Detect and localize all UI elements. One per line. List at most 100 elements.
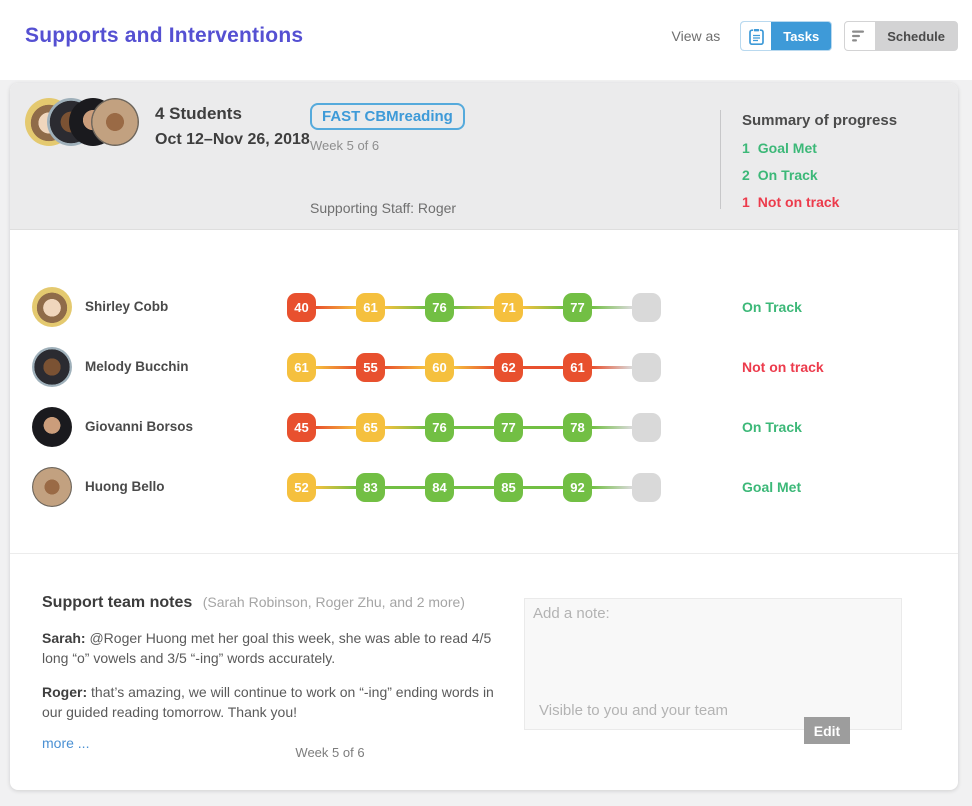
schedule-icon-box <box>845 22 876 50</box>
score-connector <box>385 426 425 429</box>
score-connector <box>523 426 563 429</box>
summary-count: 1 <box>742 194 750 210</box>
score-track: 40 61 76 71 77 <box>287 293 661 322</box>
summary-label: Goal Met <box>757 140 817 156</box>
student-avatar <box>32 347 72 387</box>
note-text: @Roger Huong met her goal this week, she… <box>42 630 492 667</box>
status-label: On Track <box>742 419 802 435</box>
score-track: 45 65 76 77 78 <box>287 413 661 442</box>
week-label-bottom: Week 5 of 6 <box>295 745 365 760</box>
summary-title: Summary of progress <box>742 112 898 129</box>
summary-label: On Track <box>757 167 818 183</box>
summary-divider <box>720 110 721 209</box>
note-composer: Visible to you and your team Edit <box>524 598 902 744</box>
notes-thread: Support team notes (Sarah Robinson, Roge… <box>42 594 500 753</box>
student-avatar-cluster <box>25 98 139 146</box>
date-range: Oct 12–Nov 26, 2018 <box>155 131 310 148</box>
notes-title: Support team notes <box>42 594 193 611</box>
score-chip[interactable]: 55 <box>356 353 385 382</box>
score-chip[interactable]: 71 <box>494 293 523 322</box>
intervention-card: 4 Students Oct 12–Nov 26, 2018 FAST CBMr… <box>10 83 958 790</box>
score-connector <box>316 306 356 309</box>
tasks-icon-box <box>741 22 772 50</box>
score-chip[interactable]: 61 <box>563 353 592 382</box>
note-author: Roger: <box>42 683 88 700</box>
top-bar: Supports and Interventions View as Tasks <box>0 0 972 80</box>
score-chip-empty <box>632 413 661 442</box>
note-author: Sarah: <box>42 630 86 646</box>
schedule-icon <box>852 30 865 42</box>
score-chip[interactable]: 61 <box>356 293 385 322</box>
student-name: Huong Bello <box>85 479 165 494</box>
score-connector <box>385 486 425 489</box>
week-label: Week 5 of 6 <box>310 138 380 153</box>
score-connector <box>454 306 494 309</box>
avatar <box>91 98 139 146</box>
students-count: 4 Students <box>155 104 242 123</box>
summary-item-goal-met: 1 Goal Met <box>742 140 897 156</box>
tasks-button[interactable]: Tasks <box>740 21 833 51</box>
score-chip-empty <box>632 473 661 502</box>
score-connector <box>385 366 425 369</box>
summary-count: 1 <box>742 140 750 156</box>
score-chip-empty <box>632 353 661 382</box>
support-team-notes-section: Support team notes (Sarah Robinson, Roge… <box>10 554 958 753</box>
score-connector <box>316 426 356 429</box>
score-chip[interactable]: 45 <box>287 413 316 442</box>
score-chip[interactable]: 85 <box>494 473 523 502</box>
student-name: Melody Bucchin <box>85 359 189 374</box>
status-label: Not on track <box>742 359 824 375</box>
score-connector <box>385 306 425 309</box>
score-chip[interactable]: 92 <box>563 473 592 502</box>
student-row: Melody Bucchin 61 55 60 62 61 Not on tra… <box>10 337 958 397</box>
score-track: 52 83 84 85 92 <box>287 473 661 502</box>
student-row: Shirley Cobb 40 61 76 71 77 On Track <box>10 277 958 337</box>
score-chip[interactable]: 52 <box>287 473 316 502</box>
tasks-button-label: Tasks <box>783 28 820 44</box>
summary-item-not-on-track: 1 Not on track <box>742 194 897 210</box>
score-chip[interactable]: 65 <box>356 413 385 442</box>
note-message: Sarah: @Roger Huong met her goal this we… <box>42 628 500 669</box>
edit-button[interactable]: Edit <box>804 717 850 744</box>
notes-header: Support team notes (Sarah Robinson, Roge… <box>42 594 500 612</box>
view-as-label: View as <box>671 28 721 44</box>
score-chip[interactable]: 40 <box>287 293 316 322</box>
note-input[interactable] <box>533 605 888 683</box>
note-composer-column: Visible to you and your team Edit <box>524 594 902 753</box>
page-title: Supports and Interventions <box>25 24 304 47</box>
schedule-button[interactable]: Schedule <box>844 21 958 51</box>
score-connector <box>454 486 494 489</box>
score-chip[interactable]: 62 <box>494 353 523 382</box>
score-connector <box>454 426 494 429</box>
status-label: On Track <box>742 299 802 315</box>
note-text: that’s amazing, we will continue to work… <box>42 683 494 720</box>
score-connector <box>523 366 563 369</box>
assessment-badge[interactable]: FAST CBMreading <box>310 103 465 130</box>
more-link[interactable]: more ... <box>42 735 90 752</box>
score-chip[interactable]: 83 <box>356 473 385 502</box>
student-name: Giovanni Borsos <box>85 419 194 434</box>
status-label: Goal Met <box>742 479 802 495</box>
score-chip[interactable]: 77 <box>494 413 523 442</box>
summary-of-progress: Summary of progress 1 Goal Met 2 On Track … <box>742 112 897 210</box>
score-chip[interactable]: 61 <box>287 353 316 382</box>
score-chip[interactable]: 76 <box>425 413 454 442</box>
student-avatar <box>32 407 72 447</box>
student-row: Huong Bello 52 83 84 85 92 Goal Met <box>10 457 958 517</box>
score-chip[interactable]: 60 <box>425 353 454 382</box>
score-chip[interactable]: 76 <box>425 293 454 322</box>
score-connector <box>523 486 563 489</box>
score-chip[interactable]: 77 <box>563 293 592 322</box>
student-rows: Shirley Cobb 40 61 76 71 77 On Track <box>10 230 958 554</box>
group-header: 4 Students Oct 12–Nov 26, 2018 FAST CBMr… <box>10 83 958 230</box>
student-avatar <box>32 287 72 327</box>
schedule-button-label: Schedule <box>887 28 945 44</box>
summary-item-on-track: 2 On Track <box>742 167 897 183</box>
score-chip[interactable]: 84 <box>425 473 454 502</box>
score-chip-empty <box>632 293 661 322</box>
score-chip[interactable]: 78 <box>563 413 592 442</box>
score-connector <box>523 306 563 309</box>
score-connector <box>316 486 356 489</box>
score-connector <box>592 306 632 309</box>
